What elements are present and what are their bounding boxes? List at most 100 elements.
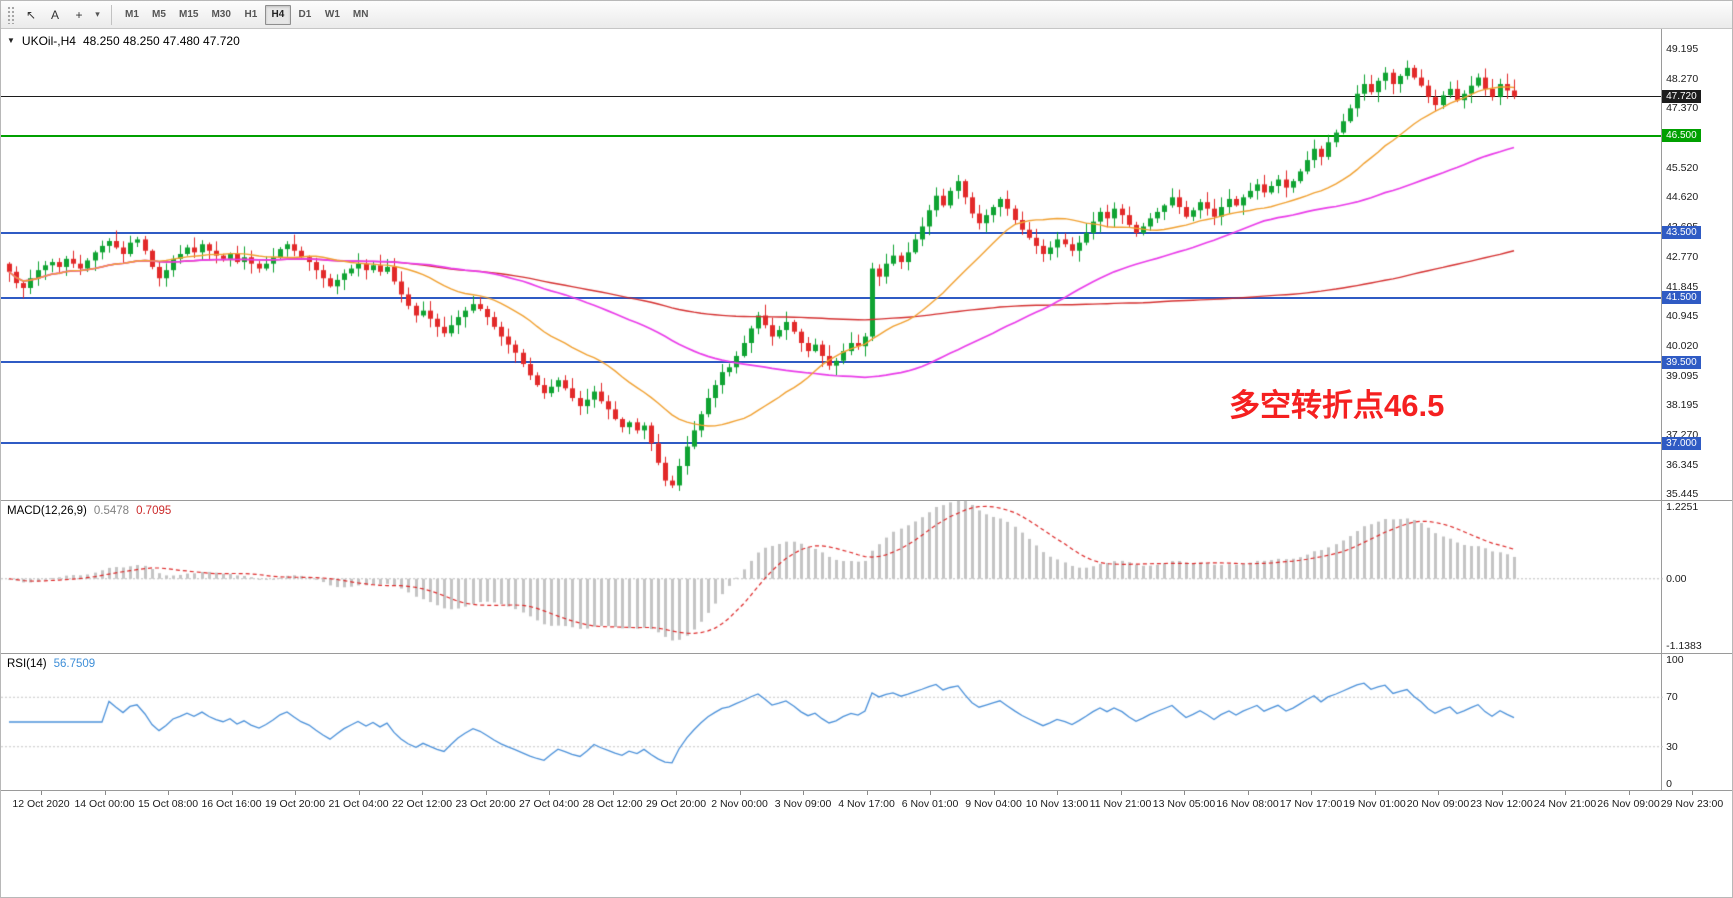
time-tick-mark	[104, 791, 106, 795]
time-axis-label: 12 Oct 2020	[12, 798, 70, 810]
toolbar: ↖ A + ▾ M1 M5 M15 M30 H1 H4 D1 W1 MN	[1, 1, 1732, 29]
time-axis-label: 20 Nov 09:00	[1406, 798, 1470, 810]
time-tick-mark	[612, 791, 614, 795]
price-badge-41.500: 41.500	[1662, 291, 1701, 305]
rsi-plot: RSI(14) 56.7509	[1, 654, 1663, 790]
text-tool-button[interactable]: A	[43, 4, 67, 25]
price-tick-label: 35.445	[1666, 487, 1699, 500]
time-tick-mark	[676, 791, 677, 795]
main-canvas[interactable]	[1, 29, 1663, 500]
time-axis[interactable]: 12 Oct 2020 14 Oct 00:00 15 Oct 08:00 16 Oc…	[1, 791, 1732, 814]
price-tick-label: 40.945	[1666, 309, 1699, 322]
time-tick-mark	[485, 791, 487, 795]
rsi-tick-label: 70	[1666, 691, 1678, 704]
time-tick-mark	[1438, 791, 1439, 795]
macd-canvas[interactable]	[1, 501, 1663, 653]
price-tick-label: 41.845	[1666, 280, 1699, 293]
timeframe-w1-button[interactable]: W1	[324, 9, 340, 20]
window-bottom-space	[1, 814, 1732, 897]
timeframe-m15-button[interactable]: M15	[179, 9, 199, 20]
time-tick-mark	[803, 791, 804, 795]
toolbar-separator	[111, 4, 112, 25]
timeframe-h1-button[interactable]: H1	[244, 9, 258, 20]
time-axis-label: 13 Nov 05:00	[1152, 798, 1216, 810]
time-axis-label: 9 Nov 04:00	[965, 798, 1022, 810]
ohlc-values: 48.250 48.250 47.480 47.720	[82, 34, 240, 48]
price-badge-47.720: 47.720	[1662, 89, 1701, 103]
macd-value-main: 0.5478	[93, 505, 130, 517]
cursor-tool-icon: ↖	[25, 7, 37, 22]
price-tick-label: 44.620	[1666, 190, 1699, 203]
time-tick-mark	[231, 791, 233, 795]
timeframe-h4-button[interactable]: H4	[264, 4, 291, 25]
price-tick-label: 45.520	[1666, 161, 1699, 174]
time-axis-label: 16 Nov 08:00	[1216, 798, 1279, 810]
text-tool-icon: A	[50, 7, 59, 22]
time-tick-mark	[422, 791, 423, 795]
symbol-label: UKOil-,H4	[21, 34, 76, 48]
timeframe-m1-button[interactable]: M1	[125, 9, 139, 20]
time-tick-mark	[866, 791, 868, 795]
time-axis-label: 19 Oct 20:00	[264, 798, 326, 810]
time-axis-label: 19 Nov 01:00	[1343, 798, 1406, 810]
macd-name: MACD(12,26,9)	[7, 505, 87, 517]
rsi-name: RSI(14)	[7, 658, 47, 670]
timeframe-m30-button[interactable]: M30	[211, 9, 231, 20]
price-tick-label: 40.020	[1666, 339, 1699, 352]
crosshair-tool-button[interactable]: +	[67, 4, 91, 25]
price-tick-label: 38.195	[1666, 398, 1699, 411]
macd-tick-label: 0.00	[1666, 572, 1687, 585]
crosshair-tool-icon: +	[75, 7, 83, 22]
time-tick-mark	[358, 791, 360, 795]
timeframe-mn-button[interactable]: MN	[352, 9, 369, 20]
time-tick-mark	[1628, 791, 1630, 795]
price-tick-label: 36.345	[1666, 458, 1699, 471]
time-axis-label: 16 Oct 16:00	[201, 798, 262, 810]
price-badge-43.500: 43.500	[1662, 226, 1701, 240]
rsi-tick-label: 0	[1666, 777, 1672, 790]
time-axis-label: 10 Nov 13:00	[1025, 798, 1089, 810]
price-badge-46.500: 46.500	[1662, 129, 1701, 143]
macd-tick-label: -1.1383	[1666, 639, 1702, 652]
time-tick-mark	[1501, 791, 1503, 795]
macd-axis[interactable]: 1.2251 0.00 -1.1383	[1661, 501, 1732, 653]
time-axis-label: 3 Nov 09:00	[774, 798, 832, 810]
time-tick-mark	[1692, 791, 1693, 795]
time-tick-mark	[1565, 791, 1566, 795]
main-price-axis[interactable]: 49.19548.27047.37045.52044.62043.69542.7…	[1661, 29, 1732, 500]
time-tick-mark	[993, 791, 995, 795]
price-tick-label: 39.095	[1666, 369, 1699, 382]
rsi-canvas[interactable]	[1, 654, 1663, 790]
timeframe-group: M1 M5 M15 M30 H1 H4 D1 W1 MN	[119, 4, 374, 25]
draw-dropdown-button[interactable]: ▾	[91, 4, 104, 25]
timeframe-d1-button[interactable]: D1	[298, 9, 312, 20]
time-axis-label: 29 Oct 20:00	[645, 798, 707, 810]
rsi-tick-label: 100	[1666, 654, 1684, 667]
time-axis-label: 6 Nov 01:00	[901, 798, 959, 810]
macd-value-signal: 0.7095	[136, 505, 172, 517]
time-tick-mark	[168, 791, 169, 795]
cursor-tool-button[interactable]: ↖	[19, 4, 43, 25]
time-axis-label: 15 Oct 08:00	[137, 798, 199, 810]
tool-group: ↖ A + ▾	[19, 4, 104, 25]
chart-title: ▼ UKOil-,H4 48.250 48.250 47.480 47.720	[7, 34, 240, 48]
time-axis-label: 22 Oct 12:00	[391, 798, 453, 810]
annotation-text[interactable]: 多空转折点46.5	[1229, 388, 1445, 423]
time-tick-mark	[739, 791, 741, 795]
time-tick-mark	[549, 791, 550, 795]
rsi-axis[interactable]: 100 70 30 0	[1661, 654, 1732, 790]
time-axis-label: 14 Oct 00:00	[74, 798, 135, 810]
timeframe-m5-button[interactable]: M5	[152, 9, 166, 20]
time-tick-mark	[1184, 791, 1185, 795]
time-tick-mark	[41, 791, 42, 795]
collapse-icon[interactable]: ▼	[7, 36, 15, 45]
toolbar-grip[interactable]	[7, 5, 14, 24]
time-tick-mark	[295, 791, 296, 795]
time-axis-label: 23 Nov 12:00	[1470, 798, 1533, 810]
time-tick-mark	[1374, 791, 1376, 795]
time-axis-label: 27 Oct 04:00	[518, 798, 580, 810]
price-tick-label: 48.270	[1666, 72, 1699, 85]
rsi-tick-label: 30	[1666, 740, 1678, 753]
macd-panel: MACD(12,26,9) 0.5478 0.7095 1.2251 0.00 -1…	[1, 501, 1732, 654]
rsi-value: 56.7509	[53, 658, 96, 670]
